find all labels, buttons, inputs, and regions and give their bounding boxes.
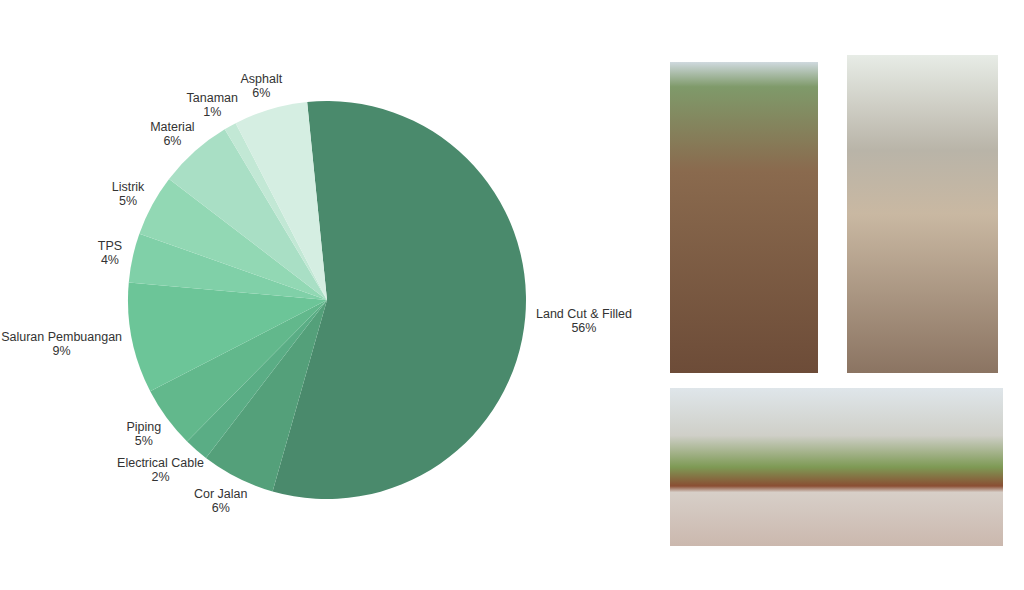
labels: Land Cut & Filled56%Cor Jalan6%Electrica…	[1, 72, 632, 515]
data-label: 9%	[53, 344, 71, 358]
data-label: 6%	[212, 501, 230, 515]
slice-label: Asphalt6%	[240, 72, 282, 100]
category-label: Saluran Pembuangan	[1, 330, 122, 344]
data-label: 56%	[571, 321, 596, 335]
slice-label: Material6%	[150, 120, 194, 148]
category-label: Listrik	[112, 180, 145, 194]
slice-label: Electrical Cable2%	[117, 456, 204, 484]
slice-label: Saluran Pembuangan9%	[1, 330, 122, 358]
category-label: Asphalt	[240, 72, 282, 86]
photo	[670, 62, 818, 373]
category-label: Electrical Cable	[117, 456, 204, 470]
slice-label: TPS4%	[98, 239, 122, 267]
data-label: 1%	[203, 105, 221, 119]
category-label: Tanaman	[187, 91, 238, 105]
pie-slice	[236, 102, 327, 300]
category-label: TPS	[98, 239, 122, 253]
photo	[670, 388, 1003, 546]
data-label: 6%	[252, 86, 270, 100]
slice-label: Piping5%	[126, 420, 161, 448]
slice-label: Tanaman1%	[187, 91, 238, 119]
category-label: Piping	[126, 420, 161, 434]
pie	[128, 101, 526, 499]
chart: Land Cut & Filled56%Cor Jalan6%Electrica…	[0, 0, 1024, 590]
category-label: Cor Jalan	[194, 487, 248, 501]
data-label: 2%	[151, 470, 169, 484]
data-label: 5%	[135, 434, 153, 448]
pie-slice	[128, 282, 327, 391]
data-label: 4%	[101, 253, 119, 267]
slice-label: Listrik5%	[112, 180, 145, 208]
data-label: 5%	[119, 194, 137, 208]
category-label: Land Cut & Filled	[536, 307, 632, 321]
photos	[670, 55, 1003, 546]
category-label: Material	[150, 120, 194, 134]
slice-label: Land Cut & Filled56%	[536, 307, 632, 335]
data-label: 6%	[163, 134, 181, 148]
photo	[847, 55, 998, 373]
slice-label: Cor Jalan6%	[194, 487, 248, 515]
